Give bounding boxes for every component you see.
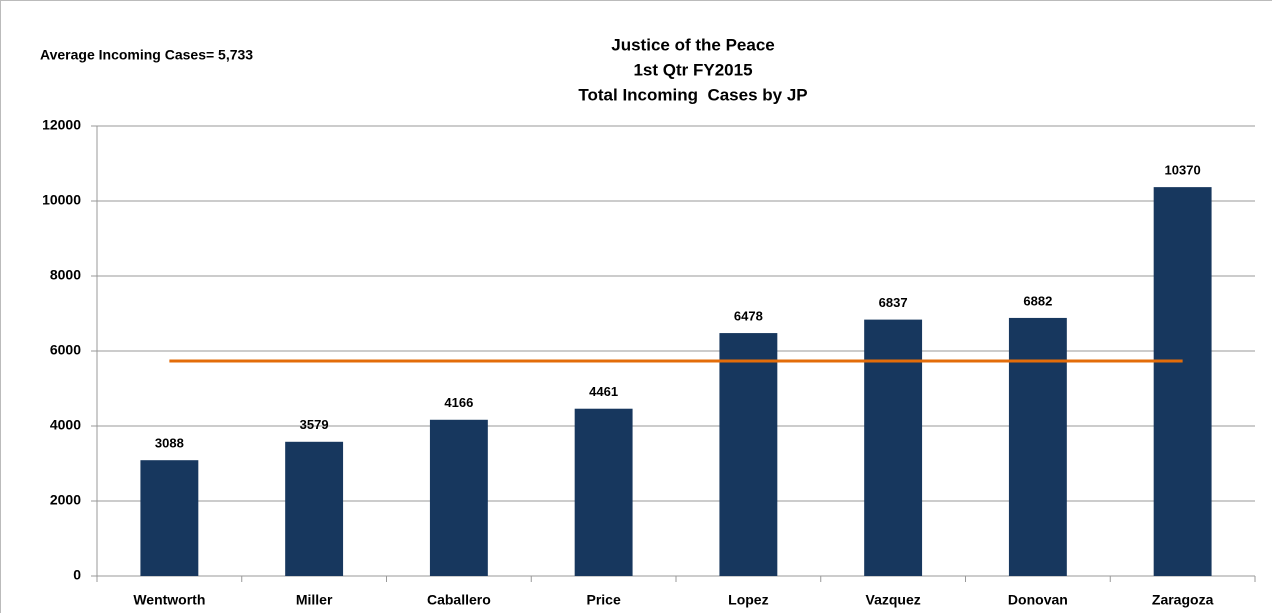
x-tick-label: Caballero <box>427 592 491 608</box>
y-tick-label: 6000 <box>50 342 81 358</box>
y-tick-label: 0 <box>73 567 81 583</box>
data-label: 10370 <box>1165 163 1201 178</box>
chart-title: 1st Qtr FY2015 <box>633 60 752 79</box>
annotation: Average Incoming Cases= 5,733 <box>40 47 253 63</box>
bar <box>429 419 488 576</box>
data-label: 4166 <box>444 395 473 410</box>
x-tick-label: Wentworth <box>133 592 205 608</box>
bar <box>285 441 344 576</box>
bar <box>574 408 633 576</box>
data-label: 6882 <box>1023 293 1052 308</box>
y-tick-label: 4000 <box>50 417 81 433</box>
y-tick-label: 8000 <box>50 267 81 283</box>
data-label: 3088 <box>155 436 184 451</box>
bar <box>719 333 778 576</box>
data-label: 4461 <box>589 384 618 399</box>
chart-title: Justice of the Peace <box>611 35 774 54</box>
bar <box>864 319 923 576</box>
bar <box>140 460 199 576</box>
x-tick-label: Price <box>587 592 621 608</box>
y-tick-label: 12000 <box>42 117 81 133</box>
chart-title: Total Incoming Cases by JP <box>578 85 807 104</box>
x-tick-label: Donovan <box>1008 592 1068 608</box>
bar <box>1153 187 1212 576</box>
data-label: 6837 <box>879 295 908 310</box>
x-tick-label: Vazquez <box>866 592 921 608</box>
y-tick-label: 10000 <box>42 192 81 208</box>
y-tick-label: 2000 <box>50 492 81 508</box>
x-tick-label: Zaragoza <box>1152 592 1214 608</box>
data-label: 6478 <box>734 309 763 324</box>
x-tick-label: Miller <box>296 592 333 608</box>
bar <box>1008 317 1067 576</box>
x-tick-label: Lopez <box>728 592 768 608</box>
data-label: 3579 <box>300 417 329 432</box>
